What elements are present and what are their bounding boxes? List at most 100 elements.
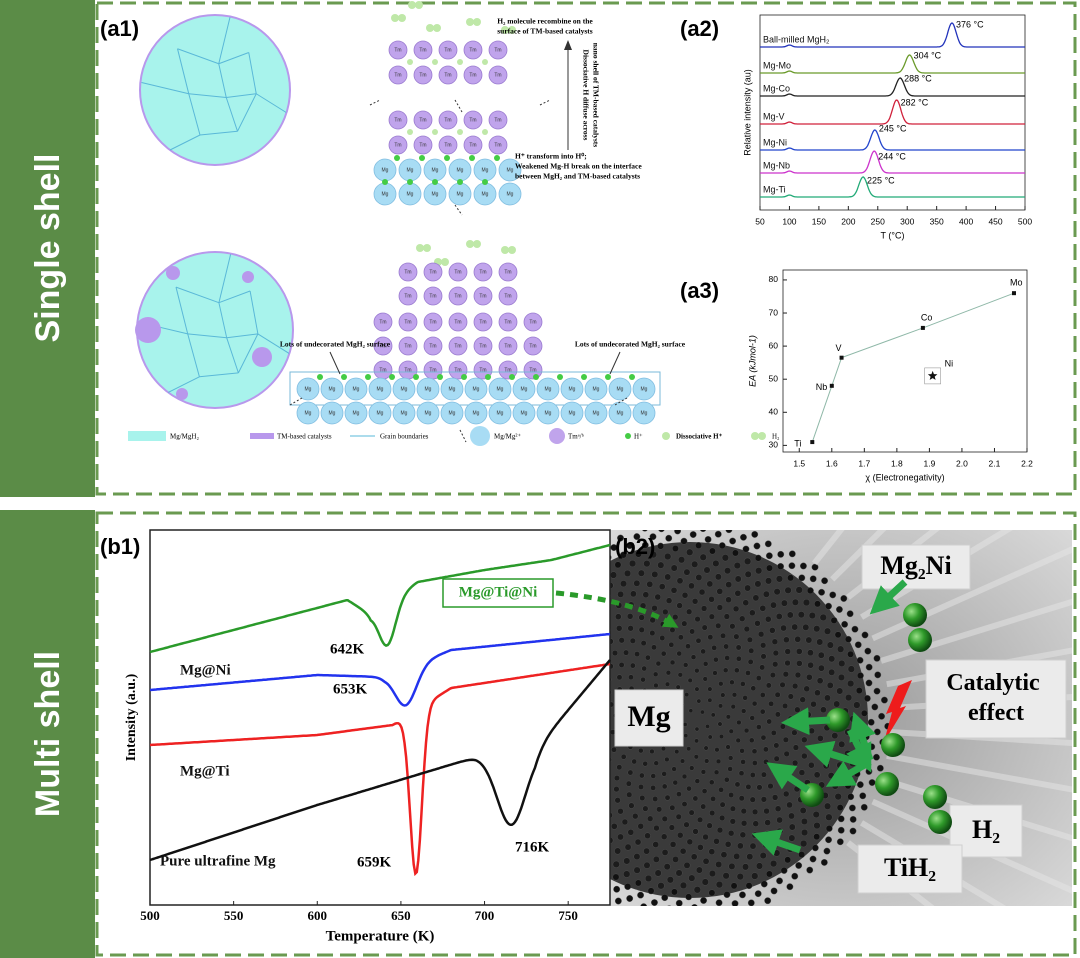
floret bbox=[556, 762, 562, 768]
label-box bbox=[614, 689, 684, 747]
atom-label: Mg bbox=[449, 410, 456, 416]
floret bbox=[577, 732, 583, 738]
floret bbox=[537, 795, 544, 802]
tm-atom bbox=[398, 336, 418, 356]
floret bbox=[514, 716, 520, 722]
floret bbox=[670, 587, 678, 594]
floret bbox=[518, 739, 525, 746]
floret bbox=[550, 656, 556, 662]
floret bbox=[770, 729, 777, 736]
floret bbox=[521, 646, 527, 652]
legend-label: Grain boundaries bbox=[380, 433, 429, 441]
diagram-note: Lots of undecorated MgH₂ surface bbox=[575, 340, 686, 349]
floret bbox=[688, 874, 696, 882]
floret bbox=[812, 811, 820, 819]
h-atom bbox=[509, 374, 515, 380]
floret bbox=[587, 671, 593, 677]
point-label: V bbox=[836, 343, 842, 353]
floret bbox=[643, 861, 651, 869]
floret bbox=[782, 671, 789, 678]
atom-label: Mg bbox=[507, 167, 514, 173]
floret bbox=[787, 693, 794, 700]
floret bbox=[527, 790, 533, 796]
floret bbox=[582, 579, 588, 585]
floret bbox=[694, 686, 700, 692]
grain-boundary bbox=[226, 93, 257, 98]
floret bbox=[619, 551, 627, 559]
floret bbox=[729, 623, 736, 630]
floret bbox=[765, 577, 773, 585]
floret bbox=[859, 792, 867, 800]
floret bbox=[551, 812, 558, 819]
y-axis-label: EA (kJmol-1) bbox=[747, 335, 757, 387]
floret bbox=[593, 852, 600, 859]
floret bbox=[677, 672, 683, 678]
atom-label: Mg bbox=[617, 410, 624, 416]
floret bbox=[577, 779, 583, 785]
tm-atom bbox=[438, 40, 458, 60]
floret bbox=[596, 641, 602, 647]
atom-label: Mg bbox=[482, 191, 489, 197]
atom-label: Mg bbox=[641, 386, 648, 392]
curve bbox=[149, 662, 611, 877]
grain-boundary bbox=[218, 254, 232, 303]
petal bbox=[871, 546, 1072, 642]
floret bbox=[720, 851, 728, 859]
floret bbox=[611, 650, 619, 657]
grain-boundary bbox=[226, 333, 258, 339]
floret bbox=[653, 824, 660, 832]
floret bbox=[707, 686, 713, 692]
floret bbox=[597, 747, 603, 753]
floret bbox=[653, 682, 659, 689]
tm-atom bbox=[488, 135, 508, 155]
pointer bbox=[329, 351, 621, 375]
floret bbox=[729, 537, 737, 545]
grain-boundary bbox=[188, 93, 227, 98]
floret bbox=[690, 654, 697, 660]
floret bbox=[593, 585, 600, 592]
floret bbox=[807, 661, 814, 669]
floret bbox=[623, 857, 631, 865]
floret bbox=[751, 872, 759, 880]
atom-label: Mg bbox=[449, 386, 456, 392]
floret bbox=[546, 676, 552, 682]
label-box bbox=[861, 544, 971, 590]
floret bbox=[681, 620, 688, 627]
h2-ball bbox=[826, 708, 850, 732]
atom-label: Mg bbox=[407, 167, 414, 173]
floret bbox=[545, 696, 551, 702]
floret bbox=[603, 615, 609, 621]
floret bbox=[559, 851, 565, 857]
image-label: TiH₂ bbox=[884, 853, 936, 882]
floret bbox=[621, 818, 629, 826]
floret bbox=[601, 778, 607, 784]
atom-label: Tm bbox=[419, 47, 426, 53]
floret bbox=[801, 828, 809, 837]
mg-atom bbox=[608, 377, 632, 401]
floret bbox=[702, 661, 709, 667]
atom-label: Mg bbox=[382, 191, 389, 197]
floret bbox=[508, 778, 514, 784]
h-atom bbox=[317, 374, 323, 380]
floret bbox=[676, 650, 682, 657]
atom-label: Mg bbox=[473, 386, 480, 392]
floret bbox=[507, 636, 513, 642]
floret bbox=[629, 662, 636, 669]
peak-label: 244 °C bbox=[878, 151, 906, 161]
floret bbox=[876, 764, 884, 772]
h-atom bbox=[415, 1, 423, 9]
arrow bbox=[751, 829, 802, 856]
floret bbox=[639, 772, 645, 779]
floret bbox=[709, 547, 716, 555]
floret bbox=[650, 773, 657, 779]
floret bbox=[584, 746, 590, 752]
h-atom bbox=[457, 179, 463, 185]
h-atom bbox=[466, 18, 474, 26]
floret bbox=[695, 637, 702, 644]
floret bbox=[584, 816, 590, 822]
x-tick-label: 2.0 bbox=[956, 458, 968, 468]
floret bbox=[560, 648, 566, 654]
atom-label: Tm bbox=[479, 319, 486, 325]
y-tick-label: 50 bbox=[769, 373, 779, 383]
